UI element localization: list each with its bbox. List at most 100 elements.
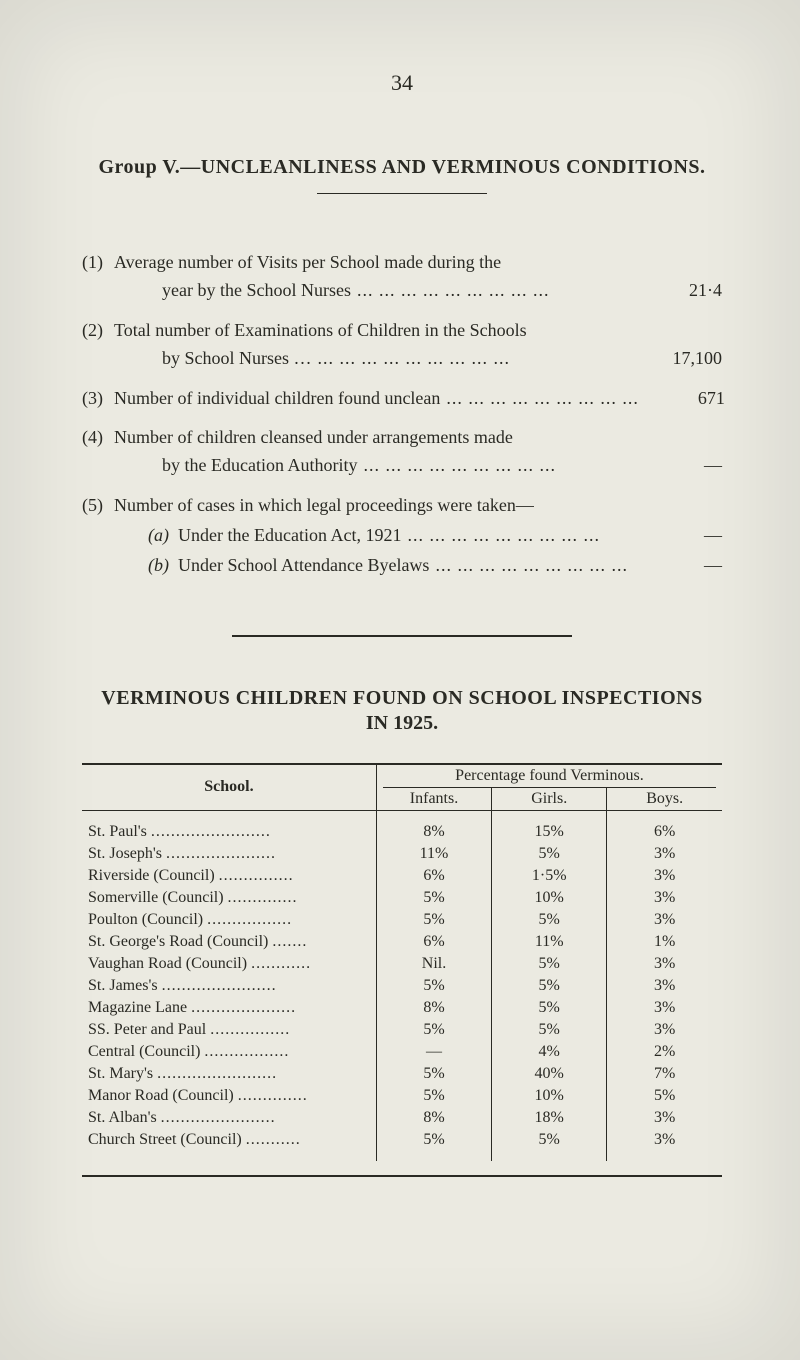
item-text: Average number of Visits per School made…: [114, 249, 501, 277]
value-cell: 3%: [607, 843, 722, 865]
value-cell: —: [376, 1041, 491, 1063]
value-cell: 5%: [376, 887, 491, 909]
item-line: by the Education Authority —: [114, 452, 722, 480]
school-name-cell: St. James's .......................: [82, 975, 376, 997]
list-item: (1)Average number of Visits per School m…: [82, 249, 722, 305]
school-name-cell: Vaughan Road (Council) ............: [82, 953, 376, 975]
school-name-cell: Magazine Lane .....................: [82, 997, 376, 1019]
table-row: Riverside (Council) ...............6%1·5…: [82, 865, 722, 887]
school-name-cell: Manor Road (Council) ..............: [82, 1085, 376, 1107]
value-cell: 3%: [607, 997, 722, 1019]
leader-dots: [312, 345, 643, 373]
table-row: Magazine Lane .....................8%5%3…: [82, 997, 722, 1019]
item-body: Total number of Examinations of Children…: [114, 317, 722, 373]
value-cell: 5%: [376, 1129, 491, 1151]
value-cell: 5%: [607, 1085, 722, 1107]
school-name-cell: Riverside (Council) ...............: [82, 865, 376, 887]
value-cell: 5%: [492, 843, 607, 865]
document-page: 34 Group V.—UNCLEANLINESS AND VERMINOUS …: [0, 0, 800, 1360]
value-cell: 11%: [492, 931, 607, 953]
item-text: Number of children cleansed under arrang…: [114, 424, 513, 452]
list-item: (2)Total number of Examinations of Child…: [82, 317, 722, 373]
value-cell: 3%: [607, 1019, 722, 1041]
table-heading-1: VERMINOUS CHILDREN FOUND ON SCHOOL INSPE…: [82, 687, 722, 710]
item-line: Total number of Examinations of Children…: [114, 317, 722, 345]
value-cell: 3%: [607, 975, 722, 997]
item-text: Number of individual children found uncl…: [114, 385, 440, 413]
table-row: St. Alban's .......................8%18%…: [82, 1107, 722, 1129]
item-number: (4): [82, 424, 114, 480]
table-row: Vaughan Road (Council) ............Nil.5…: [82, 953, 722, 975]
table-row: Central (Council) .................—4%2%: [82, 1041, 722, 1063]
item-line: by School Nurses …17,100: [114, 345, 722, 373]
value-cell: 1%: [607, 931, 722, 953]
item-body: Number of children cleansed under arrang…: [114, 424, 722, 480]
school-name-cell: St. Paul's ........................: [82, 821, 376, 843]
value-cell: Nil.: [376, 953, 491, 975]
leader-dots: [440, 385, 645, 413]
column-header: Girls.: [492, 788, 607, 811]
value-cell: 10%: [492, 1085, 607, 1107]
item-body: Number of individual children found uncl…: [114, 385, 725, 413]
item-value: —: [642, 452, 722, 480]
table-heading-2: IN 1925.: [82, 712, 722, 735]
school-name-cell: Central (Council) .................: [82, 1041, 376, 1063]
sub-list: (a)Under the Education Act, 1921—(b)Unde…: [148, 522, 722, 580]
section-divider: [232, 635, 572, 637]
page-number: 34: [82, 70, 722, 96]
value-cell: 11%: [376, 843, 491, 865]
value-cell: 40%: [492, 1063, 607, 1085]
item-text: Total number of Examinations of Children…: [114, 317, 527, 345]
table-row: St. Mary's ........................5%40%…: [82, 1063, 722, 1085]
school-name-cell: SS. Peter and Paul ................: [82, 1019, 376, 1041]
item-number: (3): [82, 385, 114, 413]
school-name-cell: Poulton (Council) .................: [82, 909, 376, 931]
sub-item: (b)Under School Attendance Byelaws—: [148, 552, 722, 580]
item-body: Average number of Visits per School made…: [114, 249, 722, 305]
value-cell: 5%: [376, 975, 491, 997]
value-cell: 15%: [492, 821, 607, 843]
sub-item-value: —: [642, 552, 722, 580]
value-cell: 4%: [492, 1041, 607, 1063]
table-row: St. James's .......................5%5%3…: [82, 975, 722, 997]
column-header: Boys.: [607, 788, 722, 811]
item-value: 21·4: [642, 277, 722, 305]
value-cell: 5%: [492, 1019, 607, 1041]
item-text: year by the School Nurses: [162, 277, 351, 305]
sub-item: (a)Under the Education Act, 1921—: [148, 522, 722, 550]
leader-dots: [351, 277, 642, 305]
value-cell: 3%: [607, 887, 722, 909]
column-header: Infants.: [376, 788, 491, 811]
table-row: Church Street (Council) ...........5%5%3…: [82, 1129, 722, 1151]
sub-item-letter: (a): [148, 522, 178, 550]
sub-item-value: —: [642, 522, 722, 550]
item-text: by the Education Authority: [162, 452, 357, 480]
value-cell: 3%: [607, 865, 722, 887]
table-row: Poulton (Council) .................5%5%3…: [82, 909, 722, 931]
value-cell: 1·5%: [492, 865, 607, 887]
item-value: 671: [645, 385, 725, 413]
value-cell: 5%: [376, 1085, 491, 1107]
value-cell: 2%: [607, 1041, 722, 1063]
value-cell: 8%: [376, 1107, 491, 1129]
school-name-cell: Church Street (Council) ...........: [82, 1129, 376, 1151]
value-cell: 5%: [376, 1063, 491, 1085]
table-row: SS. Peter and Paul ................5%5%3…: [82, 1019, 722, 1041]
numbered-list: (1)Average number of Visits per School m…: [82, 249, 722, 580]
value-cell: 5%: [492, 909, 607, 931]
item-number: (1): [82, 249, 114, 305]
item-line: Number of children cleansed under arrang…: [114, 424, 722, 452]
value-cell: 10%: [492, 887, 607, 909]
value-cell: 7%: [607, 1063, 722, 1085]
school-name-cell: St. Joseph's ......................: [82, 843, 376, 865]
value-cell: 8%: [376, 997, 491, 1019]
table-row: St. George's Road (Council) .......6%11%…: [82, 931, 722, 953]
item-number: (5): [82, 492, 114, 580]
value-cell: 5%: [492, 953, 607, 975]
item-line: Number of cases in which legal proceedin…: [114, 492, 722, 520]
value-cell: 18%: [492, 1107, 607, 1129]
value-cell: 3%: [607, 1107, 722, 1129]
list-item: (5)Number of cases in which legal procee…: [82, 492, 722, 580]
value-cell: 3%: [607, 1129, 722, 1151]
value-cell: 3%: [607, 953, 722, 975]
